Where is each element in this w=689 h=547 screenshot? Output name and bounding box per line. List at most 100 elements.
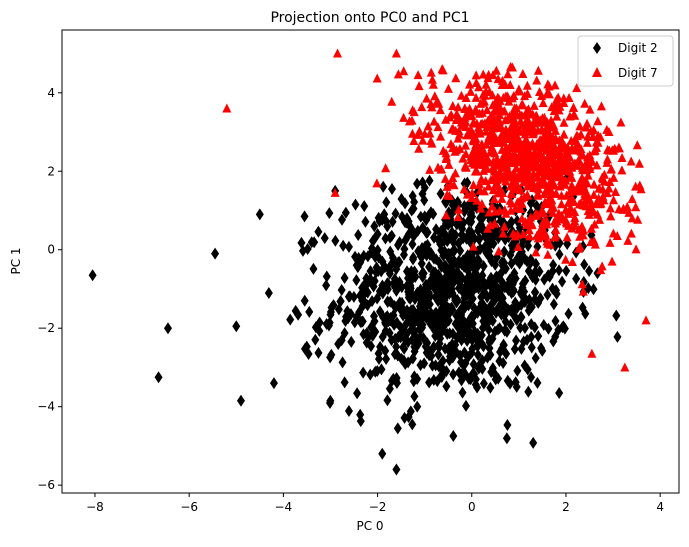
digit-2-point [468, 367, 477, 380]
digit-7-point [614, 143, 624, 153]
digit-2-point [370, 315, 379, 328]
digit-2-point [331, 234, 340, 247]
digit-2-point [416, 330, 425, 343]
digit-7-point [533, 65, 543, 75]
digit-7-point [580, 98, 590, 108]
digit-7-point [487, 90, 497, 100]
digit-2-point [524, 385, 533, 398]
digit-2-point [468, 210, 477, 223]
digit-7-point [551, 224, 561, 234]
digit-2-point [413, 177, 422, 190]
digit-7-point [605, 203, 615, 213]
digit-2-point [343, 305, 352, 318]
digit-2-point [376, 305, 385, 318]
digit-2-point [370, 275, 379, 288]
digit-7-point [556, 199, 566, 209]
digit-2-point [488, 314, 497, 327]
digit-7-point [561, 254, 571, 264]
digit-2-point [527, 341, 536, 354]
digit-7-point [567, 172, 577, 182]
digit-7-point [487, 201, 497, 211]
digit-2-point [363, 250, 372, 263]
digit-7-point [523, 217, 533, 227]
digit-2-point [401, 216, 410, 229]
digit-2-point [435, 360, 444, 373]
digit-7-point [381, 163, 391, 173]
digit-7-point [495, 110, 505, 120]
digit-7-point [454, 204, 464, 214]
digit-7-point [575, 121, 585, 131]
digit-2-point [394, 256, 403, 269]
digit-2-point [309, 262, 318, 275]
digit-7-point [532, 210, 542, 220]
digit-2-point [397, 296, 406, 309]
x-tick-label: −4 [275, 500, 293, 514]
digit-2-point [499, 356, 508, 369]
digit-2-point [406, 405, 415, 418]
digit-7-point [442, 181, 452, 191]
digit-2-point [411, 312, 420, 325]
digit-7-point [414, 81, 424, 91]
digit-7-point [448, 143, 458, 153]
digit-7-point [627, 194, 637, 204]
digit-2-point [354, 228, 363, 241]
digit-7-point [604, 145, 614, 155]
digit-7-point [551, 134, 561, 144]
digit-7-point [529, 100, 539, 110]
digit-2-point [305, 305, 314, 318]
digit-7-point [482, 121, 492, 131]
digit-7-point [606, 211, 616, 221]
digit-2-point [485, 333, 494, 346]
digit-7-point [531, 247, 541, 257]
digit-2-point [495, 322, 504, 335]
digit-7-point [508, 184, 518, 194]
digit-7-point [461, 162, 471, 172]
digit-2-point [385, 267, 394, 280]
digit-7-point [436, 164, 446, 174]
digit-2-point [515, 257, 524, 270]
digit-2-point [373, 244, 382, 257]
digit-7-point [513, 229, 523, 239]
digit-7-point [493, 74, 503, 84]
digit-7-point [567, 223, 577, 233]
digit-7-point [479, 96, 489, 106]
digit-7-point [622, 201, 632, 211]
digit-7-point [510, 203, 520, 213]
digit-7-point [450, 168, 460, 178]
digit-7-point [478, 89, 488, 99]
digit-7-point [467, 149, 477, 159]
digit-2-point [483, 291, 492, 304]
digit-7-point [408, 105, 418, 115]
digit-7-point [531, 156, 541, 166]
digit-7-point [641, 315, 651, 325]
digit-2-point [433, 282, 442, 295]
digit-2-point [465, 225, 474, 238]
digit-2-point [410, 293, 419, 306]
digit-7-point [488, 132, 498, 142]
digit-7-point [589, 235, 599, 245]
digit-7-point [539, 159, 549, 169]
digit-2-point [395, 236, 404, 249]
digit-7-point [553, 92, 563, 102]
digit-2-point [533, 376, 542, 389]
digit-7-point [505, 127, 515, 137]
digit-7-point [596, 101, 606, 111]
digit-2-point [269, 377, 278, 390]
digit-2-point [508, 278, 517, 291]
digit-2-point [436, 226, 445, 239]
digit-2-point [479, 377, 488, 390]
digit-7-point [453, 212, 463, 222]
digit-2-point [291, 304, 300, 317]
digit-7-point [559, 117, 569, 127]
digit-7-point [467, 111, 477, 121]
digit-2-point [435, 337, 444, 350]
digit-7-point [543, 138, 553, 148]
digit-7-point [417, 102, 427, 112]
digit-7-point [558, 140, 568, 150]
digit-2-point [470, 281, 479, 294]
digit-7-point [330, 187, 340, 197]
digit-2-point [474, 339, 483, 352]
digit-7-point [510, 130, 520, 140]
digit-2-point [445, 248, 454, 261]
